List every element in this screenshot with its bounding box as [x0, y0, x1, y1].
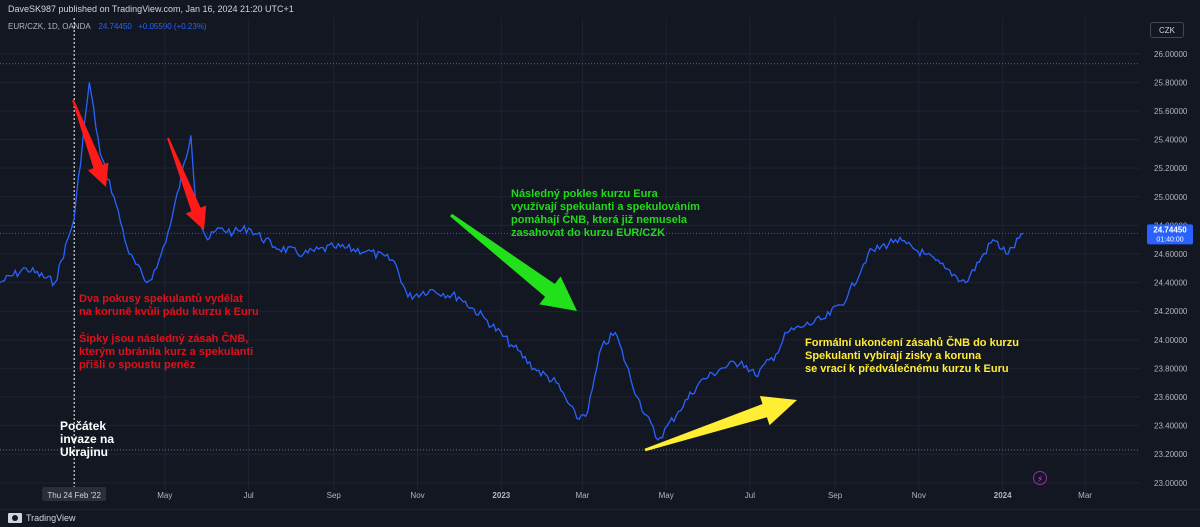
x-tick-label: Sep	[828, 491, 843, 500]
y-tick-label: 24.60000	[1154, 250, 1188, 259]
x-tick-label: 2024	[994, 491, 1012, 500]
x-tick-label: Nov	[912, 491, 926, 500]
x-tick-label: May	[157, 491, 172, 500]
publisher-header: DaveSK987 published on TradingView.com, …	[8, 4, 294, 14]
y-tick-label: 23.00000	[1154, 479, 1188, 488]
x-tick-label: Jul	[243, 491, 253, 500]
y-tick-label: 23.80000	[1154, 364, 1188, 373]
reference-lines	[0, 63, 1140, 451]
y-tick-label: 24.00000	[1154, 336, 1188, 345]
x-tick-label: Mar	[575, 491, 589, 500]
lightning-icon[interactable]: ⚡	[1033, 471, 1047, 485]
footer-brand: TradingView	[26, 513, 76, 523]
x-tick-label: 2023	[492, 491, 510, 500]
y-tick-label: 23.60000	[1154, 393, 1188, 402]
y-tick-label: 25.40000	[1154, 136, 1188, 145]
green-arrow	[450, 213, 577, 311]
price-line	[0, 82, 1024, 441]
tradingview-logo[interactable]: TradingView	[8, 513, 76, 523]
last-price-countdown: 01:40:00	[1156, 236, 1183, 243]
symbol-label[interactable]: EUR/CZK, 1D, OANDA	[8, 22, 91, 31]
crosshair-date-badge	[42, 487, 107, 501]
y-tick-label: 26.00000	[1154, 50, 1188, 59]
y-tick-label: 23.20000	[1154, 450, 1188, 459]
last-price-value: 24.74450	[1153, 225, 1187, 234]
annotation-invasion-start: Počátek invaze na Ukrajinu	[60, 419, 115, 459]
time-axis: Thu 24 Feb '22 May Jul Sep Nov 2023 Mar May Jul S…	[42, 487, 1092, 501]
x-tick-label: Sep	[327, 491, 342, 500]
symbol-legend: EUR/CZK, 1D, OANDA 24.74450 +0.05590 (+0…	[8, 22, 207, 31]
annotation-speculation-attempts: Dva pokusy spekulantů vydělat na koruně …	[79, 293, 259, 318]
last-price-label: 24.74450 01:40:00	[1147, 224, 1193, 245]
annotation-euro-decline: Následný pokles kurzu Eura využívají spe…	[511, 188, 700, 239]
yellow-arrow	[644, 396, 797, 452]
y-tick-label: 23.40000	[1154, 422, 1188, 431]
y-tick-label: 25.00000	[1154, 193, 1188, 202]
red-arrow-second	[167, 137, 207, 230]
y-tick-label: 25.60000	[1154, 107, 1188, 116]
annotation-cnb-intervention: Šipky jsou následný zásah ČNB, kterým ub…	[79, 333, 254, 371]
annotation-end-of-interventions: Formální ukončení zásahů ČNB do kurzu Sp…	[805, 337, 1019, 375]
y-tick-label: 24.40000	[1154, 279, 1188, 288]
footer-bar: TradingView	[0, 509, 1200, 527]
annotation-arrows	[72, 99, 797, 452]
price-chart[interactable]: 26.00000 25.80000 25.60000 25.40000 25.20000…	[0, 0, 1200, 509]
y-tick-label: 25.20000	[1154, 164, 1188, 173]
x-tick-label: Mar	[1078, 491, 1092, 500]
red-arrow-first	[72, 99, 109, 187]
y-tick-label: 24.20000	[1154, 307, 1188, 316]
chart-grid	[0, 18, 1140, 490]
legend-price: 24.74450	[98, 22, 132, 31]
last-price-badge	[1147, 224, 1193, 245]
x-tick-label: May	[659, 491, 674, 500]
y-tick-label: 25.80000	[1154, 78, 1188, 87]
x-tick-label: Thu 24 Feb '22	[47, 491, 101, 500]
tradingview-logo-icon	[8, 513, 22, 523]
x-tick-label: Nov	[410, 491, 424, 500]
x-tick-label: Jul	[745, 491, 755, 500]
legend-change: +0.05590 (+0.23%)	[138, 22, 207, 31]
price-axis: 26.00000 25.80000 25.60000 25.40000 25.20000…	[1154, 50, 1188, 488]
currency-badge[interactable]: CZK	[1150, 22, 1184, 38]
